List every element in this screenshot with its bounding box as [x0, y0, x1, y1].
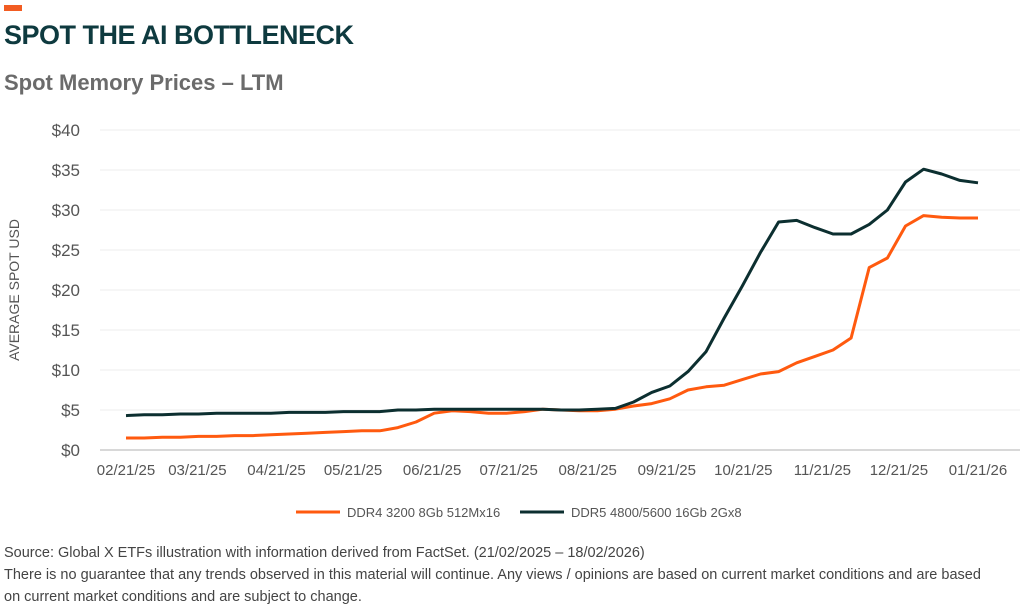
x-tick-label: 08/21/25 — [559, 462, 617, 479]
disclaimer-line-1: There is no guarantee that any trends ob… — [4, 567, 981, 583]
x-tick-label: 11/21/25 — [794, 462, 851, 479]
x-tick-label: 10/21/25 — [714, 462, 772, 479]
y-tick-label: $35 — [52, 161, 80, 180]
x-tick-label: 05/21/25 — [324, 462, 382, 479]
y-tick-label: $10 — [52, 361, 80, 380]
y-axis-label: AVERAGE SPOT USD — [6, 219, 22, 361]
accent-bar — [4, 5, 22, 11]
legend-label: DDR4 3200 8Gb 512Mx16 — [347, 505, 500, 520]
series-line-ddr4 — [126, 214, 978, 440]
y-tick-label: $30 — [52, 201, 80, 220]
source-note: Source: Global X ETFs illustration with … — [4, 545, 645, 561]
y-tick-label: $15 — [52, 321, 80, 340]
x-tick-label: 01/21/26 — [949, 462, 1007, 479]
x-tick-label: 12/21/25 — [870, 462, 928, 479]
y-tick-label: $25 — [52, 241, 80, 260]
legend-label: DDR5 4800/5600 16Gb 2Gx8 — [571, 505, 742, 520]
disclaimer-line-2: on current market conditions and are sub… — [4, 589, 362, 605]
x-tick-label: 07/21/25 — [479, 462, 537, 479]
y-tick-label: $20 — [52, 281, 80, 300]
y-tick-label: $5 — [61, 401, 80, 420]
x-tick-label: 02/21/25 — [97, 462, 155, 479]
page-title: SPOT THE AI BOTTLENECK — [4, 20, 354, 50]
y-tick-label: $0 — [61, 441, 80, 460]
y-tick-label: $40 — [52, 121, 80, 140]
series-line-ddr5 — [125, 167, 979, 418]
x-tick-label: 03/21/25 — [168, 462, 226, 479]
x-tick-label: 04/21/25 — [247, 462, 305, 479]
chart-subtitle: Spot Memory Prices – LTM — [4, 70, 284, 95]
x-tick-label: 06/21/25 — [403, 462, 461, 479]
x-tick-label: 09/21/25 — [638, 462, 696, 479]
